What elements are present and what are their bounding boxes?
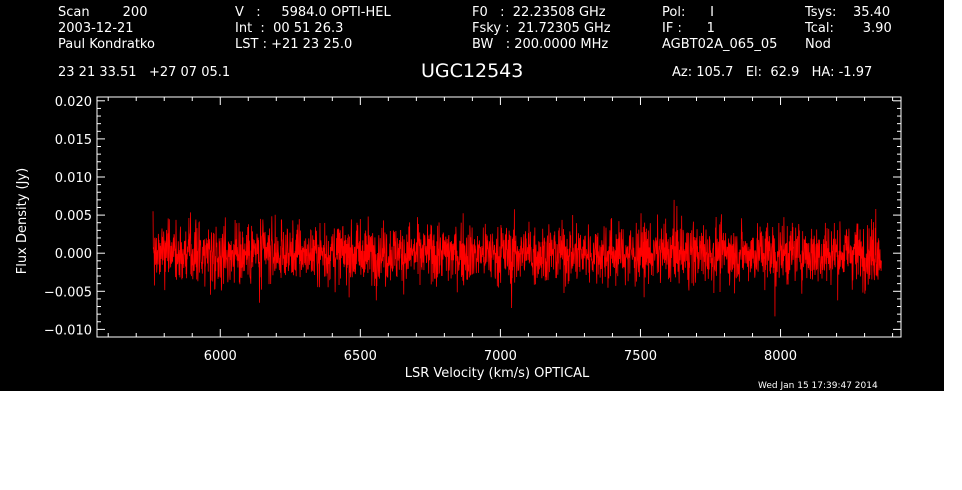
x-tick-label: 8000 bbox=[764, 349, 797, 364]
plot-frame bbox=[96, 96, 902, 338]
y-tick-label: −0.005 bbox=[44, 285, 92, 300]
x-tick-label: 6000 bbox=[204, 349, 237, 364]
y-tick-label: −0.010 bbox=[44, 323, 92, 338]
bandwidth: BW : 200.0000 MHz bbox=[472, 37, 609, 52]
render-timestamp: Wed Jan 15 17:39:47 2014 bbox=[758, 381, 878, 391]
switching-mode: Nod bbox=[805, 37, 831, 52]
source-coordinates: 23 21 33.51 +27 07 05.1 bbox=[58, 65, 231, 80]
rest-frequency: F0 : 22.23508 GHz bbox=[472, 5, 606, 20]
axes-layer: 6000 6500 7000 7500 8000 −0.010 −0.005 0.000 0.0… bbox=[44, 95, 901, 364]
integration-time: Int : 00 51 26.3 bbox=[235, 21, 344, 36]
sky-frequency: Fsky : 21.72305 GHz bbox=[472, 21, 611, 36]
y-tick-label: 0.015 bbox=[55, 133, 92, 148]
y-tick-label: 0.000 bbox=[55, 247, 92, 262]
x-tick-label: 7000 bbox=[484, 349, 517, 364]
scan-number: Scan 200 bbox=[58, 5, 148, 20]
object-name: UGC12543 bbox=[421, 60, 524, 82]
if-number: IF : 1 bbox=[662, 21, 715, 36]
velocity-info: V : 5984.0 OPTI-HEL bbox=[235, 5, 391, 20]
observer-name: Paul Kondratko bbox=[58, 37, 155, 52]
observation-date: 2003-12-21 bbox=[58, 21, 134, 36]
pointing-info: Az: 105.7 El: 62.9 HA: -1.97 bbox=[672, 65, 873, 80]
spectrum-trace-layer bbox=[152, 199, 882, 317]
spectrum-chart: 6000 6500 7000 7500 8000 −0.010 −0.005 0.000 0.0… bbox=[15, 95, 902, 381]
tsys-value: Tsys: 35.40 bbox=[805, 5, 891, 20]
y-axis-label: Flux Density (Jy) bbox=[15, 168, 30, 274]
x-tick-label: 6500 bbox=[344, 349, 377, 364]
spectrum-series-line bbox=[152, 199, 882, 317]
project-id: AGBT02A_065_05 bbox=[662, 37, 778, 52]
spectrum-panel: Scan 200 2003-12-21 Paul Kondratko V : 5… bbox=[0, 0, 944, 391]
tcal-value: Tcal: 3.90 bbox=[805, 21, 892, 36]
polarization: Pol: I bbox=[662, 5, 714, 20]
x-tick-label: 7500 bbox=[624, 349, 657, 364]
y-tick-label: 0.005 bbox=[55, 209, 92, 224]
lst-info: LST : +21 23 25.0 bbox=[235, 37, 353, 52]
x-axis-label: LSR Velocity (km/s) OPTICAL bbox=[405, 366, 590, 381]
y-tick-label: 0.020 bbox=[55, 95, 92, 110]
y-tick-label: 0.010 bbox=[55, 171, 92, 186]
